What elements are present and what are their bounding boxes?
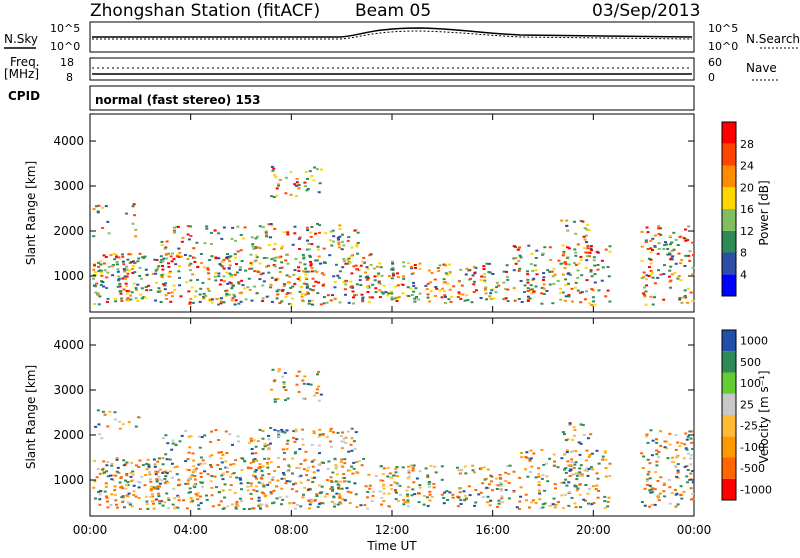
yaxis-tick-label: 1000 xyxy=(53,473,84,487)
yaxis-tick-label: 3000 xyxy=(53,179,84,193)
colorbar-segment xyxy=(722,252,736,275)
yaxis-tick-label: 4000 xyxy=(53,338,84,352)
freq-unit-label: [MHz] xyxy=(4,67,39,81)
velocity-ylabel: Slant Range [km] xyxy=(24,365,38,469)
colorbar-segment xyxy=(722,274,736,296)
xaxis-tick-label: 04:00 xyxy=(173,523,208,537)
velocity-panel-frame xyxy=(89,317,695,517)
yaxis-tick-label: 2000 xyxy=(53,428,84,442)
colorbar-segment xyxy=(722,187,736,209)
colorbar-segment xyxy=(722,330,736,352)
colorbar-segment xyxy=(722,143,736,166)
cpid-panel-frame xyxy=(89,85,695,111)
colorbar-tick-label: 8 xyxy=(740,247,747,260)
beam-label: Beam 05 xyxy=(355,1,431,21)
colorbar-frame xyxy=(721,121,737,297)
colorbar-segment xyxy=(722,478,736,500)
noise-panel-frame xyxy=(89,21,695,53)
colorbar-segment xyxy=(722,122,736,144)
power-ylabel: Slant Range [km] xyxy=(24,161,38,265)
colorbar-tick-label: 28 xyxy=(740,138,754,151)
colorbar-frame xyxy=(721,329,737,501)
cpid-label: CPID xyxy=(8,89,40,103)
freq-panel-frame xyxy=(89,57,695,81)
colorbar-tick-label: 100 xyxy=(740,377,761,390)
colorbar-segment xyxy=(722,415,736,437)
colorbar-segment xyxy=(722,230,736,253)
date-label: 03/Sep/2013 xyxy=(592,1,700,21)
nave-tick-top: 60 xyxy=(708,56,722,69)
colorbar-segment xyxy=(722,393,736,415)
yaxis-tick-label: 4000 xyxy=(53,134,84,148)
noise-left-tick-top: 10^5 xyxy=(50,22,80,35)
xaxis-tick-label: 16:00 xyxy=(475,523,510,537)
colorbar-tick-label: 4 xyxy=(740,268,747,281)
colorbar-tick-label: 20 xyxy=(740,181,754,194)
freq-tick-top: 18 xyxy=(60,56,74,69)
colorbar-tick-label: -100 xyxy=(740,441,765,454)
nave-label: Nave xyxy=(746,61,777,75)
yaxis-tick-label: 3000 xyxy=(53,383,84,397)
velocity-colorbar-label: Velocity [m s⁻¹] xyxy=(757,370,771,463)
colorbar-tick-label: 500 xyxy=(740,356,761,369)
xaxis-tick-label: 00:00 xyxy=(73,523,108,537)
colorbar-tick-label: 1000 xyxy=(740,335,768,348)
noise-search-label: N.Search xyxy=(746,32,800,46)
colorbar-tick-label: 12 xyxy=(740,225,754,238)
noise-sky-label: N.Sky xyxy=(4,32,38,46)
yaxis-tick-label: 2000 xyxy=(53,224,84,238)
colorbar-segment xyxy=(722,457,736,479)
colorbar-tick-label: -500 xyxy=(740,462,765,475)
power-data-cells xyxy=(92,165,695,306)
nave-tick-bottom: 0 xyxy=(708,71,715,84)
colorbar-segment xyxy=(722,351,736,373)
colorbar-tick-label: 25 xyxy=(740,398,754,411)
noise-sky-trace xyxy=(92,27,693,38)
noise-right-tick-top: 10^5 xyxy=(708,22,738,35)
yaxis-tick-label: 1000 xyxy=(53,269,84,283)
colorbar-segment xyxy=(722,372,736,394)
freq-label: Freq. xyxy=(10,55,40,69)
xaxis-tick-label: 20:00 xyxy=(576,523,611,537)
xaxis-tick-label: 08:00 xyxy=(274,523,309,537)
freq-tick-bottom: 8 xyxy=(66,71,73,84)
power-colorbar-label: Power [dB] xyxy=(757,180,771,245)
xaxis-tick-label: 00:00 xyxy=(677,523,712,537)
colorbar-tick-label: -25 xyxy=(740,420,758,433)
power-panel-frame xyxy=(89,113,695,313)
noise-left-tick-bottom: 10^0 xyxy=(50,40,80,53)
noise-right-tick-bottom: 10^0 xyxy=(708,40,738,53)
colorbar-segment xyxy=(722,436,736,458)
colorbar-tick-label: -1000 xyxy=(740,483,772,496)
noise-search-trace xyxy=(92,30,693,40)
colorbar-segment xyxy=(722,165,736,188)
xaxis-label: Time UT xyxy=(366,539,417,553)
cpid-mode-text: normal (fast stereo) 153 xyxy=(95,93,261,107)
xaxis-tick-label: 12:00 xyxy=(375,523,410,537)
colorbar-segment xyxy=(722,209,736,231)
station-title: Zhongshan Station (fitACF) xyxy=(90,1,320,21)
colorbar-tick-label: 16 xyxy=(740,203,754,216)
colorbar-tick-label: 24 xyxy=(740,160,754,173)
velocity-data-cells xyxy=(92,368,695,510)
